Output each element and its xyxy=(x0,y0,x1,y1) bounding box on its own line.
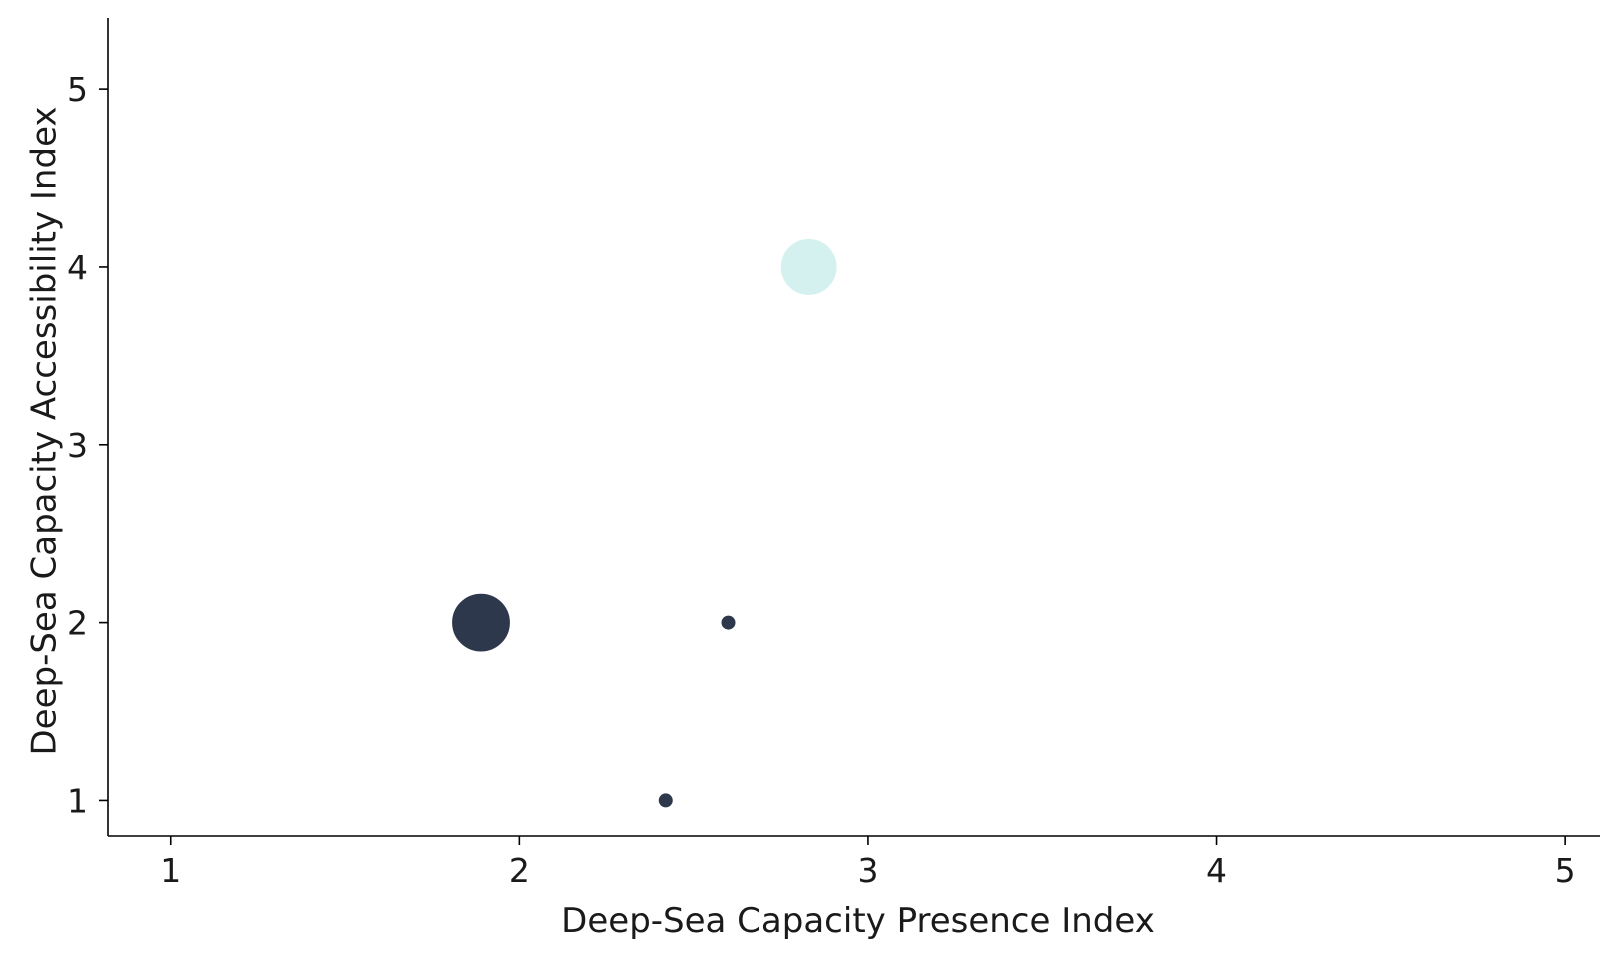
x-tick-label: 3 xyxy=(857,851,878,890)
x-tick-label: 5 xyxy=(1555,851,1576,890)
data-point-3 xyxy=(720,614,738,632)
data-point-4 xyxy=(779,237,839,297)
x-tick-label: 1 xyxy=(160,851,181,890)
data-point-2 xyxy=(657,791,675,809)
plot-area: 1 2 3 4 5 1 2 3 4 5 xyxy=(67,18,1600,890)
y-axis-title: Deep-Sea Capacity Accessibility Index xyxy=(25,106,65,755)
x-tick-label: 4 xyxy=(1206,851,1227,890)
y-tick-label: 4 xyxy=(67,248,88,287)
y-tick-label: 3 xyxy=(67,426,88,465)
y-tick-label: 1 xyxy=(67,781,88,820)
y-tick-label: 5 xyxy=(67,70,88,109)
x-axis-ticks: 1 2 3 4 5 xyxy=(160,836,1576,890)
y-axis-ticks: 1 2 3 4 5 xyxy=(67,70,108,820)
data-point-1 xyxy=(450,592,512,654)
x-axis-title: Deep-Sea Capacity Presence Index xyxy=(561,901,1155,941)
y-tick-label: 2 xyxy=(67,604,88,643)
data-points xyxy=(450,237,839,809)
x-tick-label: 2 xyxy=(509,851,530,890)
